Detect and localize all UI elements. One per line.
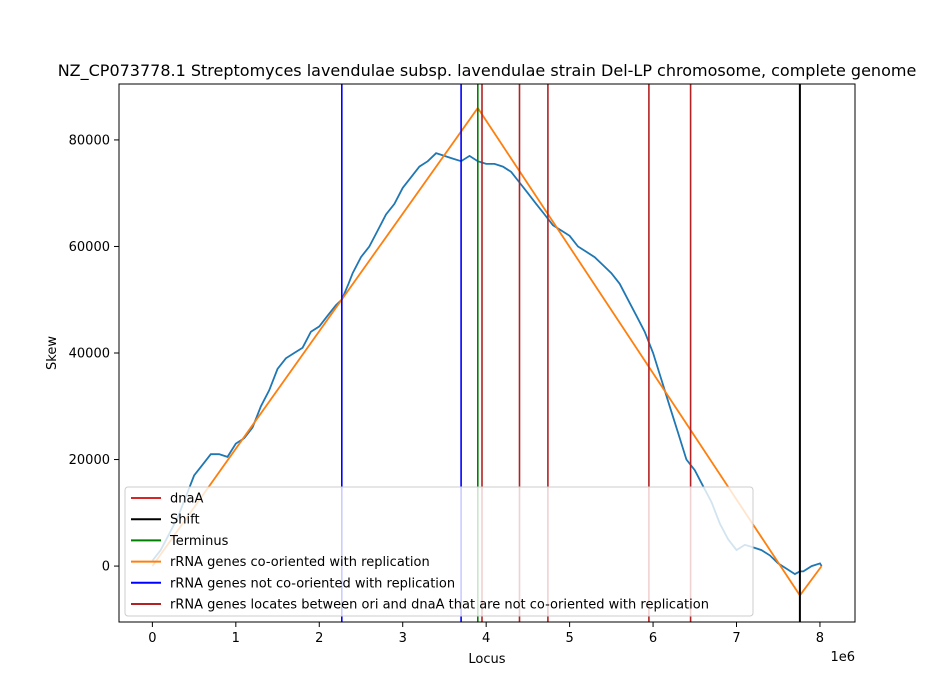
y-axis-label: Skew: [45, 336, 60, 370]
y-tick-label: 60000: [69, 240, 110, 255]
y-tick-label: 80000: [69, 133, 110, 148]
x-tick-label: 1: [232, 631, 240, 646]
x-tick-label: 8: [816, 631, 824, 646]
x-tick-label: 2: [315, 631, 323, 646]
legend-label: Terminus: [169, 534, 229, 549]
legend: dnaA Shift Terminus rRNA genes co-oriented …: [124, 486, 754, 617]
legend-label: dnaA: [170, 492, 203, 507]
x-tick-label: 5: [565, 631, 573, 646]
legend-label: Shift: [170, 513, 200, 528]
x-axis-offset-label: 1e6: [830, 650, 855, 665]
legend-label: rRNA genes locates between ori and dnaA …: [170, 598, 709, 613]
y-tick-label: 40000: [69, 347, 110, 362]
x-tick-label: 6: [649, 631, 657, 646]
chart-title: NZ_CP073778.1 Streptomyces lavendulae su…: [58, 61, 917, 81]
x-axis-label: Locus: [468, 652, 505, 667]
legend-label: rRNA genes co-oriented with replication: [170, 555, 430, 570]
y-tick-label: 20000: [69, 453, 110, 468]
x-tick-label: 7: [732, 631, 740, 646]
legend-box: [124, 486, 754, 617]
x-tick-label: 3: [399, 631, 407, 646]
y-tick-label: 0: [102, 560, 110, 575]
x-tick-label: 4: [482, 631, 490, 646]
legend-label: rRNA genes not co-oriented with replicat…: [170, 576, 455, 591]
co-oriented-line: [151, 106, 823, 597]
x-tick-label: 0: [148, 631, 156, 646]
y-axis: 0 20000 40000 60000 80000: [69, 133, 119, 575]
x-axis: 0 1 2 3 4 5 6 7 8: [148, 622, 824, 646]
